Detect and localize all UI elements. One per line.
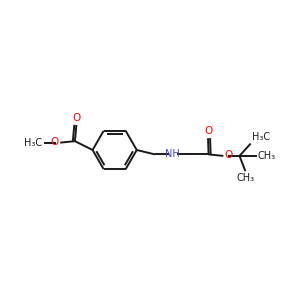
Text: O: O (204, 126, 212, 136)
Text: CH₃: CH₃ (236, 173, 254, 183)
Text: H₃C: H₃C (24, 138, 42, 148)
Text: O: O (224, 150, 233, 160)
Text: O: O (72, 113, 80, 123)
Text: NH: NH (165, 149, 180, 159)
Text: O: O (51, 137, 59, 147)
Text: CH₃: CH₃ (258, 151, 276, 161)
Text: H₃C: H₃C (252, 132, 270, 142)
